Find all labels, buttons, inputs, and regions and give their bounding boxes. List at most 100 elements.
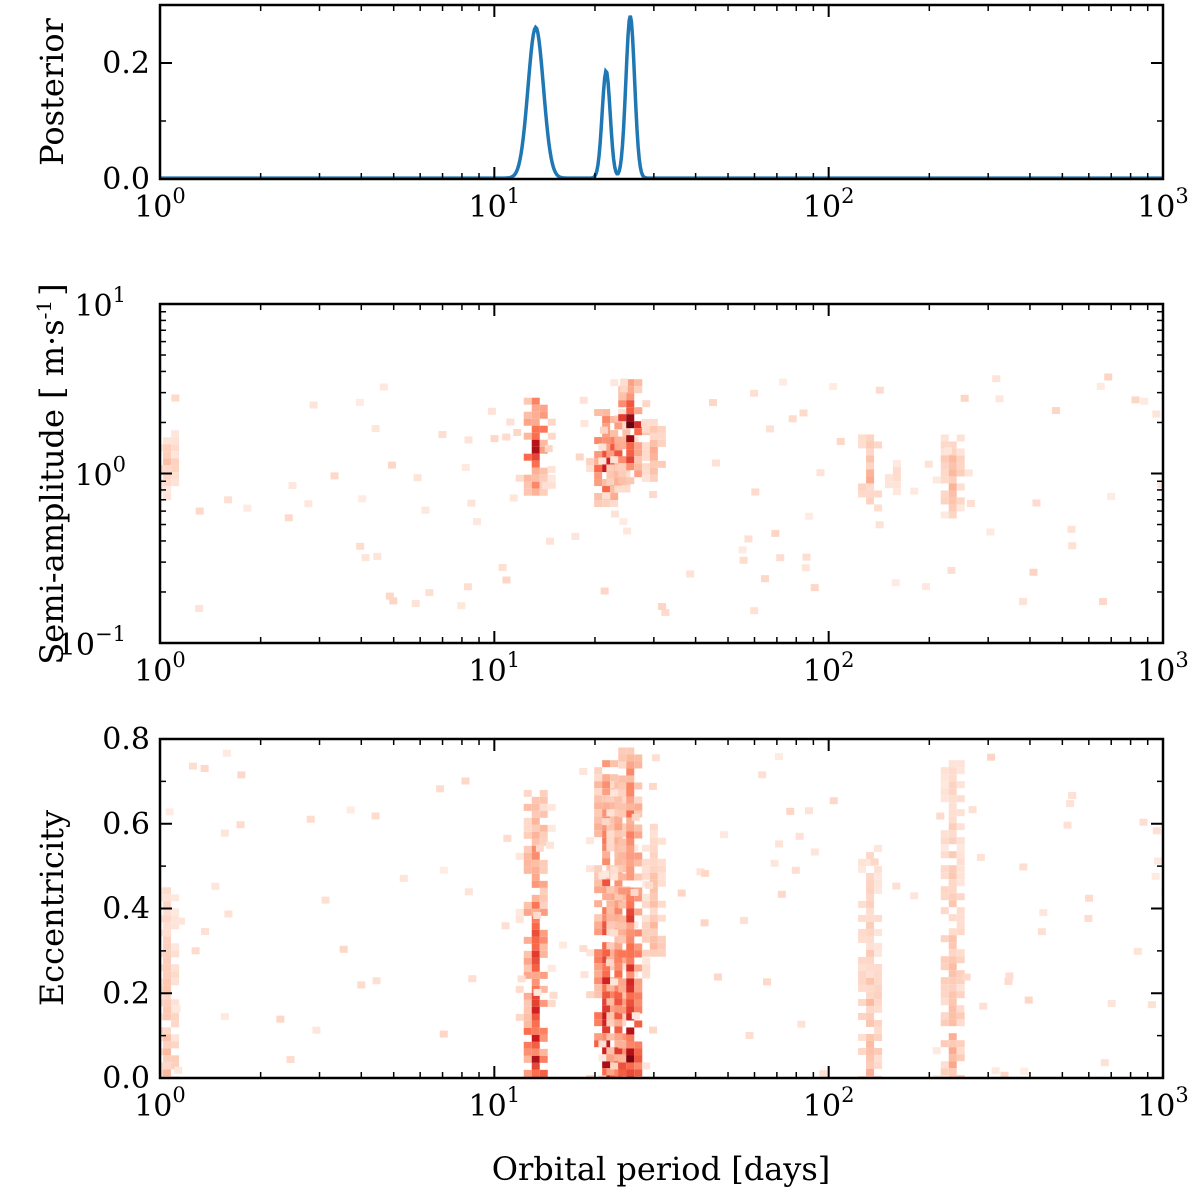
heatmap-cell [602, 492, 611, 500]
heatmap-cell [594, 1040, 603, 1048]
heatmap-cell [866, 483, 875, 491]
heatmap-cell [594, 465, 603, 473]
heatmap-cell [948, 767, 957, 775]
heatmap-cell [858, 1033, 867, 1041]
heatmap-cell [163, 1013, 172, 1021]
heatmap-cell [163, 929, 172, 937]
heatmap-cell [160, 1027, 164, 1035]
heatmap-cell [539, 810, 548, 818]
heatmap-cell [649, 432, 658, 440]
heatmap-cell [634, 796, 643, 804]
heatmap-cell [641, 928, 650, 936]
x-tick-label: 103 [1137, 1083, 1189, 1124]
heatmap-cell [547, 465, 556, 473]
heatmap-cell [995, 395, 1004, 403]
heatmap-cell [618, 887, 627, 895]
heatmap-cell [602, 858, 611, 866]
heatmap-cell [594, 500, 603, 508]
heatmap-cell [641, 900, 650, 908]
heatmap-cell [602, 1012, 611, 1020]
heatmap-cell [163, 1027, 172, 1035]
heatmap-cell [523, 964, 532, 972]
heatmap-cell [618, 754, 627, 762]
heatmap-cell [892, 474, 901, 482]
heatmap-cell [641, 893, 650, 901]
heatmap-cell [610, 456, 619, 464]
heatmap-cell [594, 928, 603, 936]
heatmap-cell [956, 921, 965, 929]
semi-amplitude-y-tick-label: 101 [74, 283, 126, 324]
heatmap-cell [523, 908, 532, 916]
heatmap-cell [634, 803, 643, 811]
heatmap-cell [602, 409, 611, 417]
heatmap-cell [602, 949, 611, 957]
heatmap-cell [649, 851, 658, 859]
heatmap-cell [634, 1055, 643, 1063]
heatmap-cell [523, 831, 532, 839]
heatmap-cell [891, 579, 900, 587]
heatmap-cell [626, 831, 635, 839]
heatmap-cell [874, 963, 883, 971]
heatmap-cell [531, 978, 540, 986]
heatmap-cell [546, 537, 555, 545]
heatmap-cell [171, 964, 180, 972]
heatmap-cell [614, 1012, 623, 1020]
heatmap-cell [810, 848, 819, 856]
heatmap-cell [1032, 499, 1041, 507]
heatmap-cell [622, 429, 631, 437]
heatmap-cell [940, 830, 949, 838]
heatmap-cell [559, 941, 568, 949]
heatmap-cell [531, 1048, 540, 1056]
eccentricity-frame [158, 737, 1165, 1080]
heatmap-cell [626, 754, 635, 762]
heatmap-cell [531, 432, 540, 440]
heatmap-cell [163, 978, 172, 986]
heatmap-cell [506, 418, 515, 426]
heatmap-cell [602, 760, 611, 768]
heatmap-cell [602, 809, 611, 817]
heatmap-cell [594, 872, 603, 880]
heatmap-cell [745, 1031, 754, 1039]
heatmap-cell [602, 1005, 611, 1013]
heatmap-cell [634, 873, 643, 881]
heatmap-cell [858, 490, 867, 498]
heatmap-cell [439, 1030, 448, 1038]
heatmap-cell [740, 916, 749, 924]
heatmap-cell [940, 963, 949, 971]
posterior-panel: 100 101 102 103 0.0 0.2 Posterior [33, 3, 1189, 225]
heatmap-cell [160, 950, 164, 958]
heatmap-cell [866, 851, 875, 859]
heatmap-cell [547, 964, 556, 972]
heatmap-cell [600, 587, 609, 595]
heatmap-cell [940, 511, 949, 519]
heatmap-cell [948, 760, 957, 768]
heatmap-cell [750, 389, 759, 397]
heatmap-cell [631, 1012, 640, 1020]
heatmap-cell [819, 1070, 828, 1078]
heatmap-cell [626, 386, 635, 394]
semi-amplitude-frame [158, 302, 1165, 645]
semi-amplitude-ylabel: Semi-amplitude [ m·s-1] [32, 283, 71, 664]
heatmap-cell [1152, 827, 1161, 835]
heatmap-cell [171, 999, 180, 1007]
heatmap-cell [171, 394, 180, 402]
heatmap-cell [438, 431, 447, 439]
heatmap-cell [940, 1012, 949, 1020]
heatmap-cell [987, 753, 996, 761]
heatmap-cell [630, 921, 639, 929]
heatmap-cell [309, 401, 318, 409]
heatmap-cell [940, 907, 949, 915]
heatmap-cell [626, 922, 635, 930]
heatmap-cell [744, 535, 753, 543]
heatmap-cell [602, 830, 611, 838]
heatmap-cell [626, 435, 635, 443]
heatmap-cell [602, 1068, 611, 1076]
heatmap-cell [940, 455, 949, 463]
heatmap-cell [602, 942, 611, 950]
heatmap-cell [626, 887, 635, 895]
heatmap-cell [531, 922, 540, 930]
heatmap-cell [286, 1055, 295, 1063]
heatmap-cell [614, 893, 623, 901]
heatmap-cell [346, 806, 355, 814]
heatmap-cell [602, 879, 611, 887]
